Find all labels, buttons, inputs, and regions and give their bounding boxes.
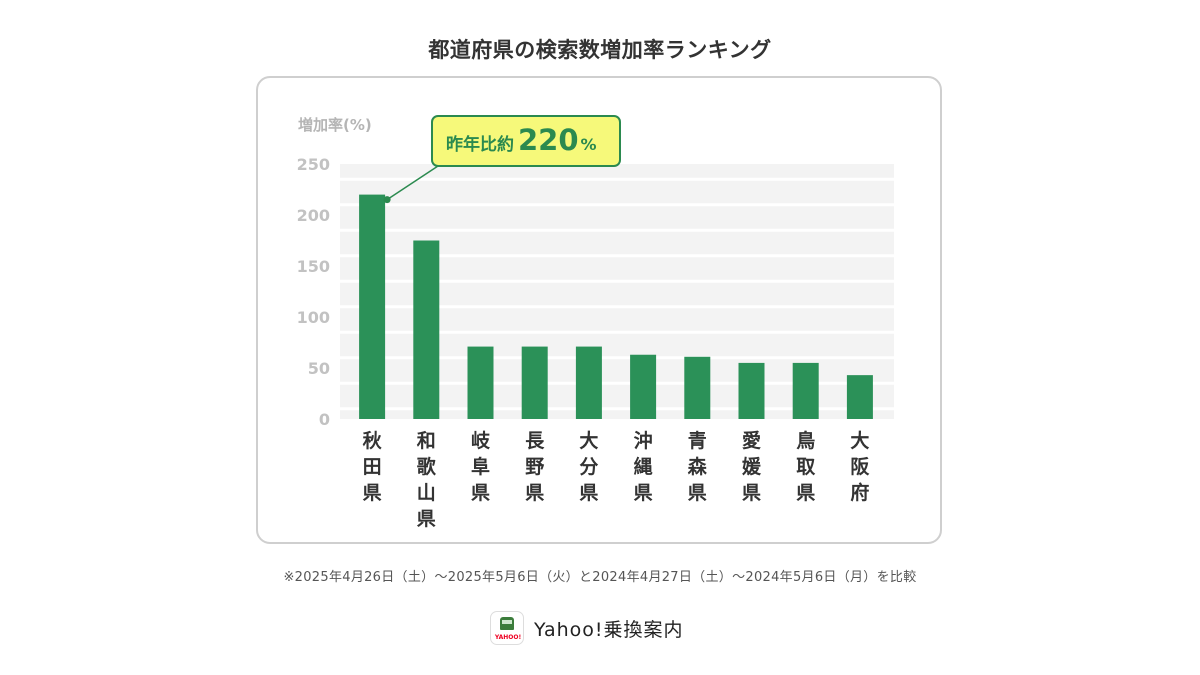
chart-title: 都道府県の検索数増加率ランキング	[428, 38, 772, 62]
y-axis-label: 増加率(%)	[298, 116, 372, 134]
x-tick-label: 鳥取県	[796, 429, 815, 504]
bar	[792, 362, 819, 419]
callout-leader	[386, 165, 439, 201]
y-tick-label: 50	[308, 359, 330, 378]
brand-footer: YAHOO! Yahoo!乗換案内	[490, 610, 730, 646]
y-tick-label: 150	[297, 257, 330, 276]
x-tick-label: 和歌山県	[417, 429, 437, 530]
chart-card: 増加率(%) 0 50 100 150 200 250 秋田県 和歌山県 岐阜県 長野県 大分県 沖縄県…	[256, 76, 942, 544]
bar	[359, 194, 386, 419]
x-tick-label: 青森県	[688, 430, 708, 504]
x-tick-label: 沖縄県	[634, 429, 653, 504]
brand-name: Yahoo!乗換案内	[534, 618, 684, 641]
x-tick-label: 秋田県	[363, 429, 383, 504]
x-tick-label: 大阪府	[850, 429, 870, 504]
x-tick-label: 大分県	[579, 429, 598, 504]
y-tick-label: 200	[297, 206, 330, 225]
bar	[738, 362, 765, 419]
train-app-icon: YAHOO!	[490, 611, 524, 645]
bar	[684, 356, 711, 419]
y-tick-label: 100	[297, 308, 330, 327]
app-icon-text: YAHOO!	[494, 634, 522, 641]
callout-label: 昨年比約 220%	[446, 123, 597, 157]
callout-box	[431, 115, 621, 167]
footnote: ※2025年4月26日（土）〜2025年5月6日（火）と2024年4月27日（土…	[283, 570, 917, 585]
callout-dot	[383, 196, 391, 204]
bar	[467, 346, 494, 419]
x-tick-label: 長野県	[525, 430, 545, 504]
x-tick-label: 岐阜県	[471, 430, 491, 504]
bar	[413, 240, 440, 419]
y-tick-label: 250	[297, 155, 330, 174]
bar	[575, 346, 602, 419]
x-tick-label: 愛媛県	[741, 430, 762, 504]
bar	[630, 354, 657, 419]
bar	[521, 346, 548, 419]
train-icon	[500, 617, 514, 630]
bar-chart: 増加率(%) 0 50 100 150 200 250 秋田県 和歌山県 岐阜県 長野県 大分県 沖縄県…	[297, 115, 894, 530]
bar	[846, 375, 873, 419]
y-tick-label: 0	[319, 410, 330, 429]
